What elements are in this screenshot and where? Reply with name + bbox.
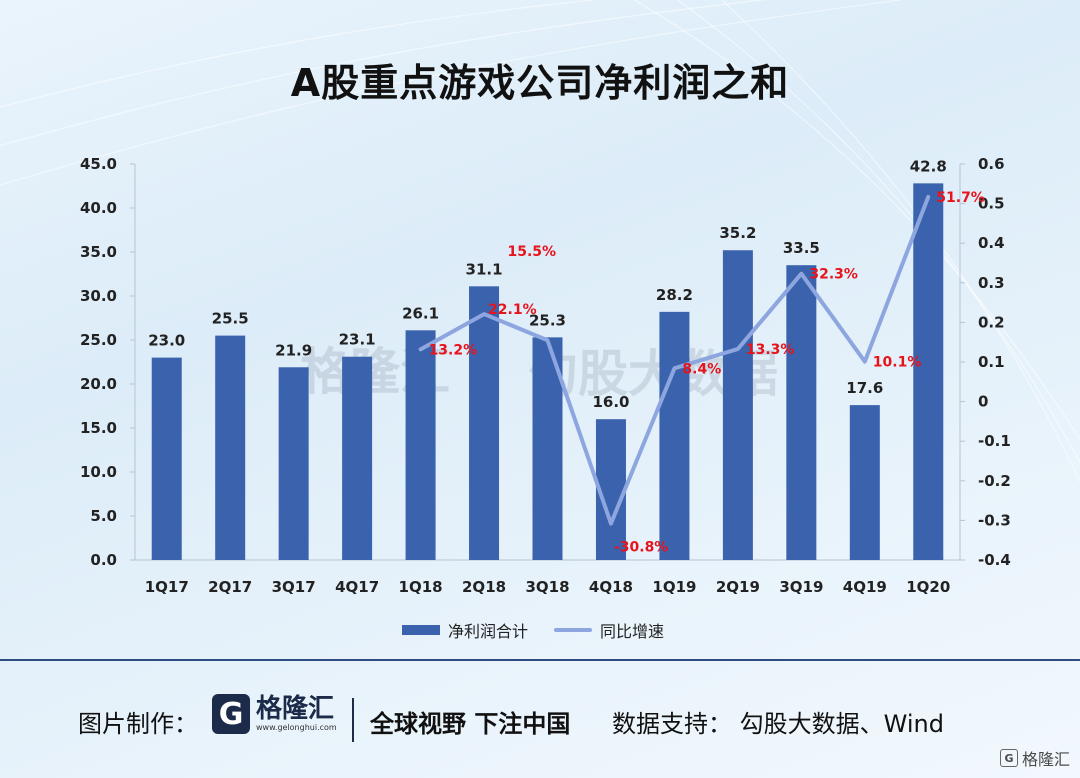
bar-value-label: 16.0 <box>592 393 629 411</box>
corner-g-icon: G <box>999 749 1018 767</box>
bar <box>469 286 500 560</box>
x-tick-label: 2Q19 <box>716 578 760 596</box>
bar <box>151 357 182 560</box>
right-tick-label: 0.3 <box>978 274 1005 292</box>
growth-value-label: 22.1% <box>488 302 537 318</box>
credit-label: 图片制作： <box>78 710 198 738</box>
x-tick-label: 3Q19 <box>779 578 823 596</box>
bar-value-label: 17.6 <box>846 379 883 397</box>
logo-name: 格隆汇 <box>256 694 335 724</box>
bar <box>342 356 373 560</box>
x-tick-label: 1Q19 <box>652 578 696 596</box>
bar <box>913 183 944 561</box>
bar-value-label: 33.5 <box>783 239 820 257</box>
combo-chart: 0.0 5.0 10.0 15.0 20.0 25.0 30.0 35.0 40.0 45.0 -0… <box>80 155 1011 596</box>
right-tick-label: -0.3 <box>978 511 1011 529</box>
bar-value-label: 42.8 <box>910 157 947 175</box>
bar <box>849 405 880 560</box>
legend-swatch-bar <box>402 625 440 635</box>
footer: 图片制作： G 格隆汇 www.gelonghui.com 全球视野 下注中国 … <box>0 690 1080 750</box>
chart-title: A股重点游戏公司净利润之和 <box>290 61 790 105</box>
left-tick-label: 0.0 <box>90 551 117 569</box>
bar <box>215 335 246 560</box>
legend-item-line: 同比增速 <box>554 618 664 642</box>
legend-label-line: 同比增速 <box>600 622 665 641</box>
x-tick-label: 4Q17 <box>335 578 379 596</box>
bar <box>659 311 690 560</box>
right-tick-label: 0.5 <box>978 195 1005 213</box>
legend-item-bar: 净利润合计 <box>402 618 528 642</box>
right-tick-label: -0.1 <box>978 432 1011 450</box>
growth-value-label: -30.8% <box>614 540 668 556</box>
x-tick-label: 2Q18 <box>462 578 506 596</box>
left-tick-label: 20.0 <box>80 375 117 393</box>
left-tick-label: 5.0 <box>90 507 117 525</box>
bar-value-label: 23.0 <box>148 332 185 350</box>
x-tick-label: 1Q18 <box>399 578 443 596</box>
right-tick-label: 0.1 <box>978 353 1005 371</box>
x-tick-label: 1Q17 <box>145 578 189 596</box>
bar <box>722 250 753 561</box>
corner-badge: G 格隆汇 <box>999 746 1070 770</box>
x-tick-label: 2Q17 <box>208 578 252 596</box>
left-tick-label: 15.0 <box>80 419 117 437</box>
right-tick-label: 0 <box>978 393 988 411</box>
right-tick-label: -0.4 <box>978 551 1011 569</box>
bar <box>786 265 817 560</box>
footer-divider <box>0 659 1080 661</box>
data-source: 数据支持： 勾股大数据、Wind <box>612 710 944 738</box>
slogan: 全球视野 下注中国 <box>370 710 571 738</box>
right-tick-label: 0.2 <box>978 313 1005 331</box>
line-series <box>418 194 931 526</box>
footer-logo: G 格隆汇 www.gelonghui.com <box>212 694 337 734</box>
legend-label-bar: 净利润合计 <box>448 622 529 641</box>
growth-line <box>418 194 931 526</box>
legend: 净利润合计 同比增速 <box>402 618 690 642</box>
left-tick-label: 45.0 <box>80 155 117 173</box>
x-tick-label: 1Q20 <box>906 578 950 596</box>
left-tick-label: 25.0 <box>80 331 117 349</box>
left-tick-label: 35.0 <box>80 243 117 261</box>
bar-value-label: 26.1 <box>402 304 439 322</box>
growth-value-label: 15.5% <box>508 244 557 260</box>
bar <box>278 367 309 560</box>
bar-value-label: 31.1 <box>466 260 503 278</box>
bar-value-label: 21.9 <box>275 341 312 359</box>
logo-g-icon: G <box>212 694 250 734</box>
right-tick-label: -0.2 <box>978 472 1011 490</box>
left-tick-label: 10.0 <box>80 463 117 481</box>
growth-value-label: 13.2% <box>429 342 478 358</box>
bar-value-label: 23.1 <box>339 331 376 349</box>
chart-axes: 0.0 5.0 10.0 15.0 20.0 25.0 30.0 35.0 40.0 45.0 -0… <box>80 155 1011 596</box>
bar-value-label: 35.2 <box>719 224 756 242</box>
bar-value-label: 25.3 <box>529 311 566 329</box>
bar <box>405 330 436 560</box>
left-tick-label: 30.0 <box>80 287 117 305</box>
growth-value-label: 32.3% <box>809 267 858 283</box>
legend-swatch-line <box>554 628 593 632</box>
right-tick-label: 0.4 <box>978 234 1005 252</box>
x-tick-label: 3Q17 <box>272 578 316 596</box>
left-tick-label: 40.0 <box>80 199 117 217</box>
bar-value-label: 25.5 <box>212 310 249 328</box>
logo-url: www.gelonghui.com <box>256 723 337 732</box>
growth-value-label: 10.1% <box>873 355 922 371</box>
x-tick-label: 4Q19 <box>843 578 887 596</box>
data-labels: 23.0 25.5 21.9 23.1 26.1 31.1 25.3 16.0 28.2 35.2… <box>148 157 985 555</box>
growth-value-label: 8.4% <box>682 361 721 377</box>
bar-value-label: 28.2 <box>656 286 693 304</box>
x-tick-label: 4Q18 <box>589 578 633 596</box>
growth-value-label: 13.3% <box>746 342 795 358</box>
x-tick-label: 3Q18 <box>525 578 569 596</box>
corner-badge-text: 格隆汇 <box>1021 750 1070 769</box>
footer-separator <box>352 698 354 742</box>
right-tick-label: 0.6 <box>978 155 1005 173</box>
bar-series <box>151 183 944 561</box>
growth-value-label: 51.7% <box>936 190 985 206</box>
